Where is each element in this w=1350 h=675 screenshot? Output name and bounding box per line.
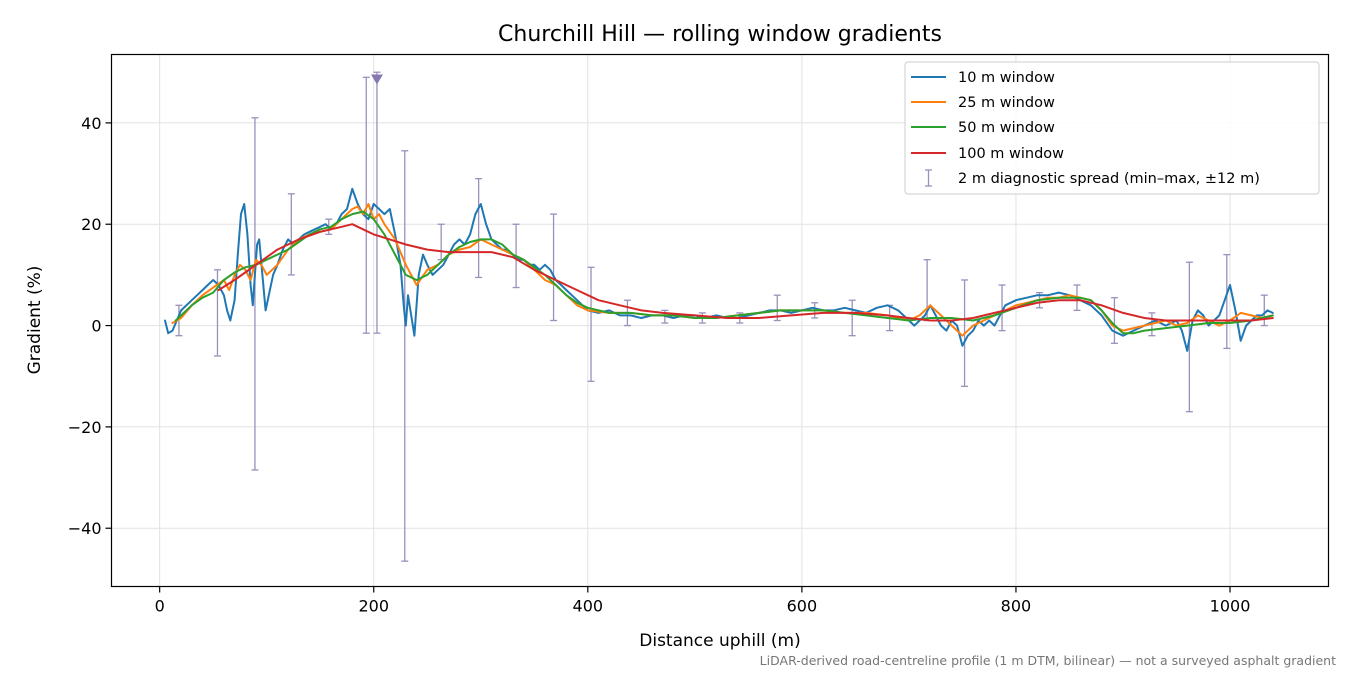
- series-group: [164, 187, 1274, 352]
- series-line-1: [164, 187, 1274, 352]
- plot-frame: [110, 53, 1330, 588]
- y-tick-label: −20: [68, 418, 102, 437]
- x-tick-label: 1000: [1210, 597, 1251, 616]
- legend-label-errorbars: 2 m diagnostic spread (min–max, ±12 m): [958, 171, 1260, 187]
- legend-label-1: 10 m window: [958, 70, 1055, 86]
- legend-box: [904, 61, 1320, 195]
- legend-label-3: 50 m window: [958, 120, 1055, 136]
- x-tick-label: 200: [358, 597, 389, 616]
- legend-label-2: 25 m window: [958, 95, 1055, 111]
- legend: 10 m window 25 m window 50 m window 100 m w…: [904, 61, 1320, 195]
- x-tick-label: 800: [1001, 597, 1032, 616]
- series-line-4: [217, 223, 1274, 322]
- legend-label-4: 100 m window: [958, 146, 1064, 162]
- x-tick-label: 600: [787, 597, 818, 616]
- y-axis-label: Gradient (%): [25, 266, 45, 375]
- footnote: LiDAR-derived road-centreline profile (1…: [760, 653, 1336, 668]
- x-axis-label: Distance uphill (m): [639, 631, 800, 651]
- chart-title: Churchill Hill — rolling window gradient…: [498, 22, 942, 47]
- x-tick-label: 400: [573, 597, 604, 616]
- y-tick-label: −40: [68, 519, 102, 538]
- axis-ticks: 0 200 400 600 800 1000 −40 −20 0 20 40: [68, 114, 1251, 616]
- y-tick-label: 40: [81, 114, 101, 133]
- x-tick-label: 0: [155, 597, 165, 616]
- y-tick-label: 0: [91, 317, 101, 336]
- overflow-marker: [370, 74, 383, 85]
- y-tick-label: 20: [81, 215, 101, 234]
